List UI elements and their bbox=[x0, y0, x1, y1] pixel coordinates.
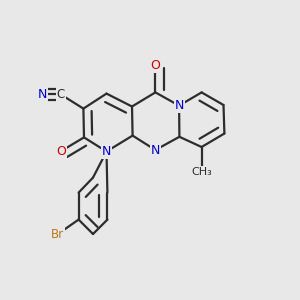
Text: N: N bbox=[102, 145, 111, 158]
Text: N: N bbox=[37, 88, 47, 101]
Text: CH₃: CH₃ bbox=[191, 167, 212, 177]
Text: O: O bbox=[56, 145, 66, 158]
Text: Br: Br bbox=[51, 227, 64, 241]
Text: C: C bbox=[57, 88, 65, 101]
Text: N: N bbox=[174, 99, 184, 112]
Text: O: O bbox=[151, 59, 160, 72]
Text: N: N bbox=[151, 143, 160, 157]
